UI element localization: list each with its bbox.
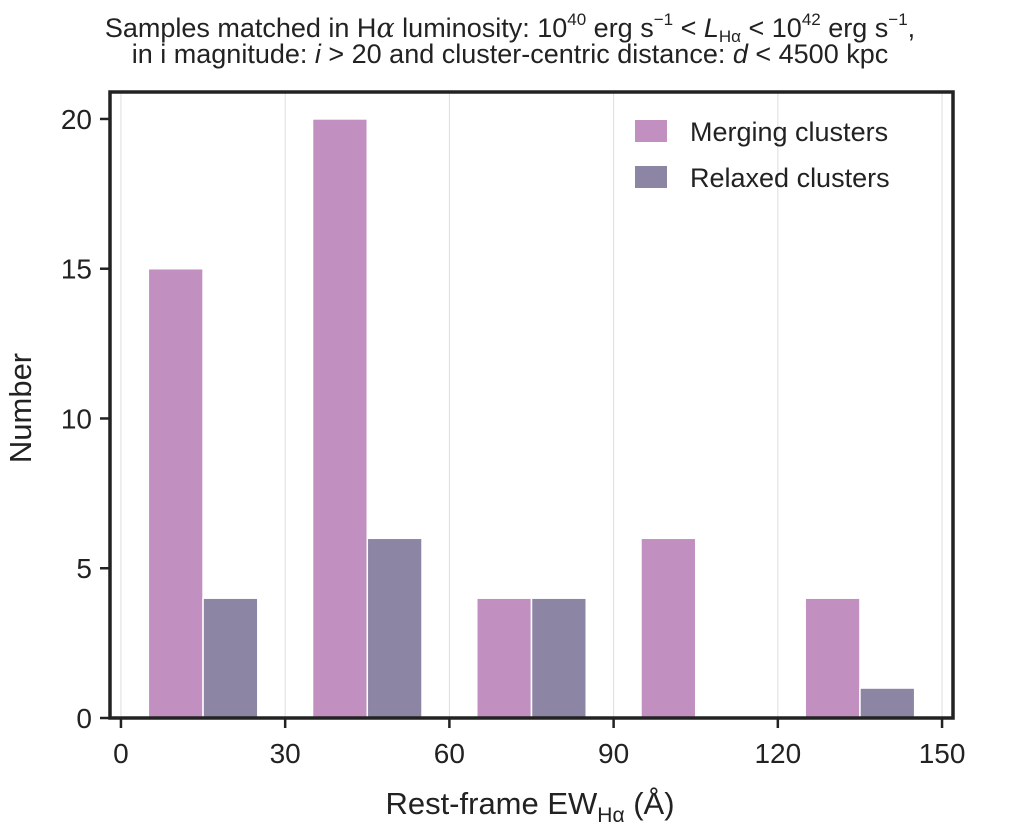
grid xyxy=(120,92,943,718)
chart-title-line-2: in i magnitude: i > 20 and cluster-centr… xyxy=(131,39,889,69)
y-tick-label: 5 xyxy=(76,553,92,584)
x-tick-label: 90 xyxy=(598,738,629,769)
bar-merging xyxy=(804,597,861,719)
y-axis-label: Number xyxy=(3,353,38,463)
bar-relaxed xyxy=(530,597,587,719)
bar-merging xyxy=(476,597,533,719)
legend: Merging clusters Relaxed clusters xyxy=(635,117,890,193)
bar-merging xyxy=(147,267,204,719)
bar-relaxed xyxy=(859,687,916,719)
x-tick-label: 60 xyxy=(434,738,465,769)
bar-relaxed xyxy=(366,537,423,719)
x-tick-label: 0 xyxy=(113,738,129,769)
x-axis-label-main: Rest-frame EW xyxy=(385,786,598,821)
y-tick-label: 0 xyxy=(76,703,92,734)
y-tick-label: 20 xyxy=(61,104,92,135)
legend-swatch-merging xyxy=(635,120,667,142)
x-tick-label: 150 xyxy=(919,738,966,769)
legend-label-merging: Merging clusters xyxy=(690,117,888,147)
axis-ticks: 0 30 60 90 120 150 0 5 10 15 20 xyxy=(61,104,966,769)
chart-title-line-1: Samples matched in Hα luminosity: 1040 e… xyxy=(104,10,916,46)
legend-label-relaxed: Relaxed clusters xyxy=(690,163,890,193)
x-axis-label-unit: (Å) xyxy=(625,786,675,821)
x-axis-label-sub: Hα xyxy=(597,804,624,827)
bars xyxy=(147,118,916,719)
bar-merging xyxy=(640,537,697,719)
plot-frame xyxy=(108,90,955,720)
x-axis-label: Rest-frame EWHα (Å) xyxy=(385,786,674,827)
bar-relaxed xyxy=(202,597,259,719)
x-tick-label: 120 xyxy=(754,738,801,769)
bar-merging xyxy=(311,118,369,719)
y-tick-label: 15 xyxy=(61,254,92,285)
legend-swatch-relaxed xyxy=(635,166,667,188)
x-tick-label: 30 xyxy=(270,738,301,769)
y-tick-label: 10 xyxy=(61,403,92,434)
